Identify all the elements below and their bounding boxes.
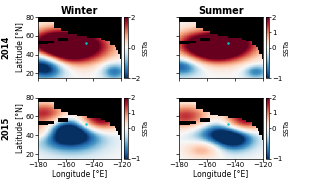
X-axis label: Longitude [°E]: Longitude [°E] [52, 170, 107, 179]
Title: Summer: Summer [198, 6, 244, 16]
Y-axis label: Latitude [°N]: Latitude [°N] [15, 103, 24, 153]
Text: 2014: 2014 [1, 36, 10, 59]
Y-axis label: SSTa: SSTa [142, 40, 148, 56]
Y-axis label: SSTa: SSTa [142, 120, 148, 136]
Y-axis label: SSTa: SSTa [284, 120, 290, 136]
Text: 2015: 2015 [1, 117, 10, 140]
Title: Winter: Winter [61, 6, 98, 16]
X-axis label: Longitude [°E]: Longitude [°E] [193, 170, 249, 179]
Y-axis label: SSTa: SSTa [284, 40, 290, 56]
Y-axis label: Latitude [°N]: Latitude [°N] [15, 23, 24, 73]
